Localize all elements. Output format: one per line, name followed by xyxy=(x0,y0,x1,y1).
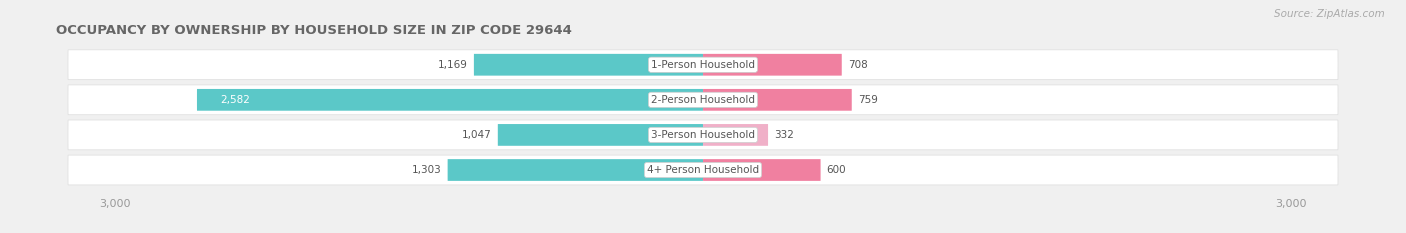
FancyBboxPatch shape xyxy=(703,159,821,181)
FancyBboxPatch shape xyxy=(703,124,768,146)
Text: 2,582: 2,582 xyxy=(221,95,250,105)
Text: Source: ZipAtlas.com: Source: ZipAtlas.com xyxy=(1274,9,1385,19)
FancyBboxPatch shape xyxy=(703,54,842,76)
Text: 1,169: 1,169 xyxy=(439,60,468,70)
FancyBboxPatch shape xyxy=(67,50,1339,80)
FancyBboxPatch shape xyxy=(474,54,703,76)
Text: 4+ Person Household: 4+ Person Household xyxy=(647,165,759,175)
FancyBboxPatch shape xyxy=(67,155,1339,185)
Text: 1,047: 1,047 xyxy=(463,130,492,140)
Text: 759: 759 xyxy=(858,95,877,105)
Text: 2-Person Household: 2-Person Household xyxy=(651,95,755,105)
FancyBboxPatch shape xyxy=(67,85,1339,115)
Text: 1-Person Household: 1-Person Household xyxy=(651,60,755,70)
FancyBboxPatch shape xyxy=(447,159,703,181)
Text: 600: 600 xyxy=(827,165,846,175)
Text: 708: 708 xyxy=(848,60,868,70)
Text: 332: 332 xyxy=(773,130,794,140)
Text: 3-Person Household: 3-Person Household xyxy=(651,130,755,140)
FancyBboxPatch shape xyxy=(67,120,1339,150)
FancyBboxPatch shape xyxy=(498,124,703,146)
FancyBboxPatch shape xyxy=(197,89,703,111)
Text: 1,303: 1,303 xyxy=(412,165,441,175)
FancyBboxPatch shape xyxy=(703,89,852,111)
Text: OCCUPANCY BY OWNERSHIP BY HOUSEHOLD SIZE IN ZIP CODE 29644: OCCUPANCY BY OWNERSHIP BY HOUSEHOLD SIZE… xyxy=(56,24,572,37)
